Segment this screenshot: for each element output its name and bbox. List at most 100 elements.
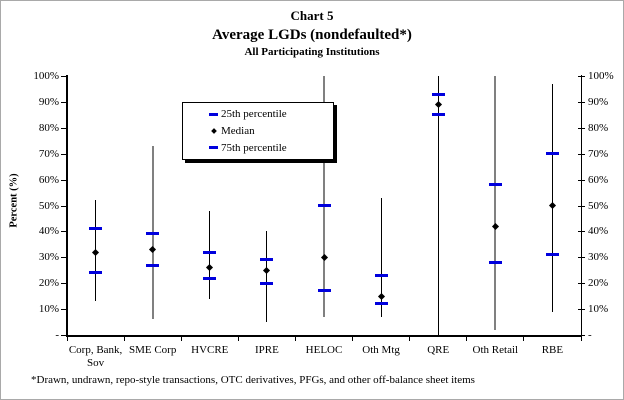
x-axis-category-label: HVCRE [191,344,229,356]
y-axis-tick [61,205,67,207]
x-axis-category-label: QRE [427,344,450,356]
legend-item-median: Median [209,124,333,138]
median-marker [92,248,100,256]
percentile-75-marker [431,92,445,96]
percentile-25-marker [317,289,331,293]
y-axis-title: Percent (%) [8,173,20,228]
x-axis-tick [523,335,525,341]
right-axis-tick-label: 80% [588,121,609,134]
y-axis-tick-label: 30% [38,251,59,264]
x-axis-category-label: Corp, Bank, Sov [68,344,123,369]
right-axis-tick-label: 90% [588,95,609,108]
right-axis-tick-label: 50% [588,199,609,212]
x-axis-tick [352,335,354,341]
y-axis-tick [61,257,67,259]
median-marker [377,292,385,300]
y-axis-tick-label: 70% [38,147,59,160]
chart-number-title: Chart 5 [290,8,334,23]
y-axis-tick [61,101,67,103]
percentile-25-marker [431,113,445,117]
y-axis-tick [61,127,67,129]
percentile-dash-icon [209,112,218,116]
x-axis-tick [294,335,296,341]
right-axis-tick [578,76,585,77]
percentile-dash-icon [209,146,218,150]
title-block: Chart 5 Average LGDs (nondefaulted*) All… [1,7,623,60]
median-marker [149,245,157,254]
right-axis-tick-label: 100% [588,70,614,82]
percentile-75-marker [488,183,502,187]
x-axis-tick [466,335,468,341]
percentile-75-marker [317,204,331,207]
legend-label: 25th percentile [221,108,287,121]
percentile-25-marker [488,260,502,264]
whisker-line [209,210,211,299]
right-axis-tick-label: 20% [588,277,609,290]
footnote: *Drawn, undrawn, repo-style transactions… [31,374,475,386]
median-marker [263,266,271,274]
median-marker [548,201,556,210]
median-marker [491,222,499,230]
percentile-25-marker [374,302,388,306]
percentile-75-marker [89,227,103,231]
percentile-25-marker [89,271,103,275]
y-axis-tick-label: 80% [38,121,59,134]
y-axis-tick-label: 20% [38,277,59,290]
x-axis-category-label: RBE [541,344,564,356]
x-axis-line [66,335,582,337]
right-axis-tick [578,101,585,103]
right-axis-tick [578,179,585,181]
x-axis-tick [237,335,239,341]
x-axis-tick [409,335,411,341]
x-axis-tick [123,335,125,341]
right-axis-tick [578,335,585,336]
x-axis-tick [66,335,68,341]
right-axis-tick [578,205,585,207]
y-axis-tick-label: 60% [38,173,59,186]
legend-item-25th-percentile: 25th percentile [209,107,333,121]
median-dot-icon [211,128,217,134]
median-marker [206,264,214,272]
x-axis-category-label: IPRE [254,344,279,356]
x-axis-category-label: Oth Mtg [362,344,400,356]
right-axis-tick-label: 40% [588,225,609,238]
right-axis-tick [578,153,585,155]
percentile-75-marker [146,232,160,236]
right-axis-tick-label: 30% [588,251,609,264]
y-axis-tick [61,179,67,181]
whisker-line [437,76,439,335]
legend-label: Median [221,124,255,137]
y-axis-tick-label: 100% [33,70,59,82]
x-axis-category-label: Oth Retail [472,344,519,356]
right-axis-tick [578,231,585,233]
x-axis-tick [580,335,582,341]
percentile-25-marker [260,281,274,285]
right-axis-tick-label: 70% [588,147,609,160]
percentile-75-marker [374,273,388,277]
right-axis-tick [578,309,585,311]
right-axis-tick-label: 10% [588,303,609,316]
y-axis-tick [61,283,67,285]
legend-box: 25th percentile Median 75th percentile [182,102,334,160]
x-axis-tick [180,335,182,341]
legend-item-75th-percentile: 75th percentile [209,141,333,155]
chart-main-title: Average LGDs (nondefaulted*) [212,26,412,43]
right-axis-tick [578,127,585,129]
median-marker [320,253,328,261]
whisker-line [266,231,268,323]
percentile-75-marker [260,258,274,262]
whisker-line [494,76,497,330]
y-axis-tick [61,76,67,77]
percentile-75-marker [545,152,559,156]
x-axis-category-label: SME Corp [128,344,177,356]
percentile-25-marker [146,263,160,267]
chart-sub-title: All Participating Institutions [244,45,380,58]
whisker-line [380,197,382,317]
right-axis-tick [578,257,585,259]
whisker-line [551,83,553,312]
percentile-25-marker [203,276,217,280]
x-axis-category-label: HELOC [305,344,343,356]
y-axis-tick [61,231,67,233]
median-marker [434,100,442,109]
right-axis-tick [578,283,585,285]
